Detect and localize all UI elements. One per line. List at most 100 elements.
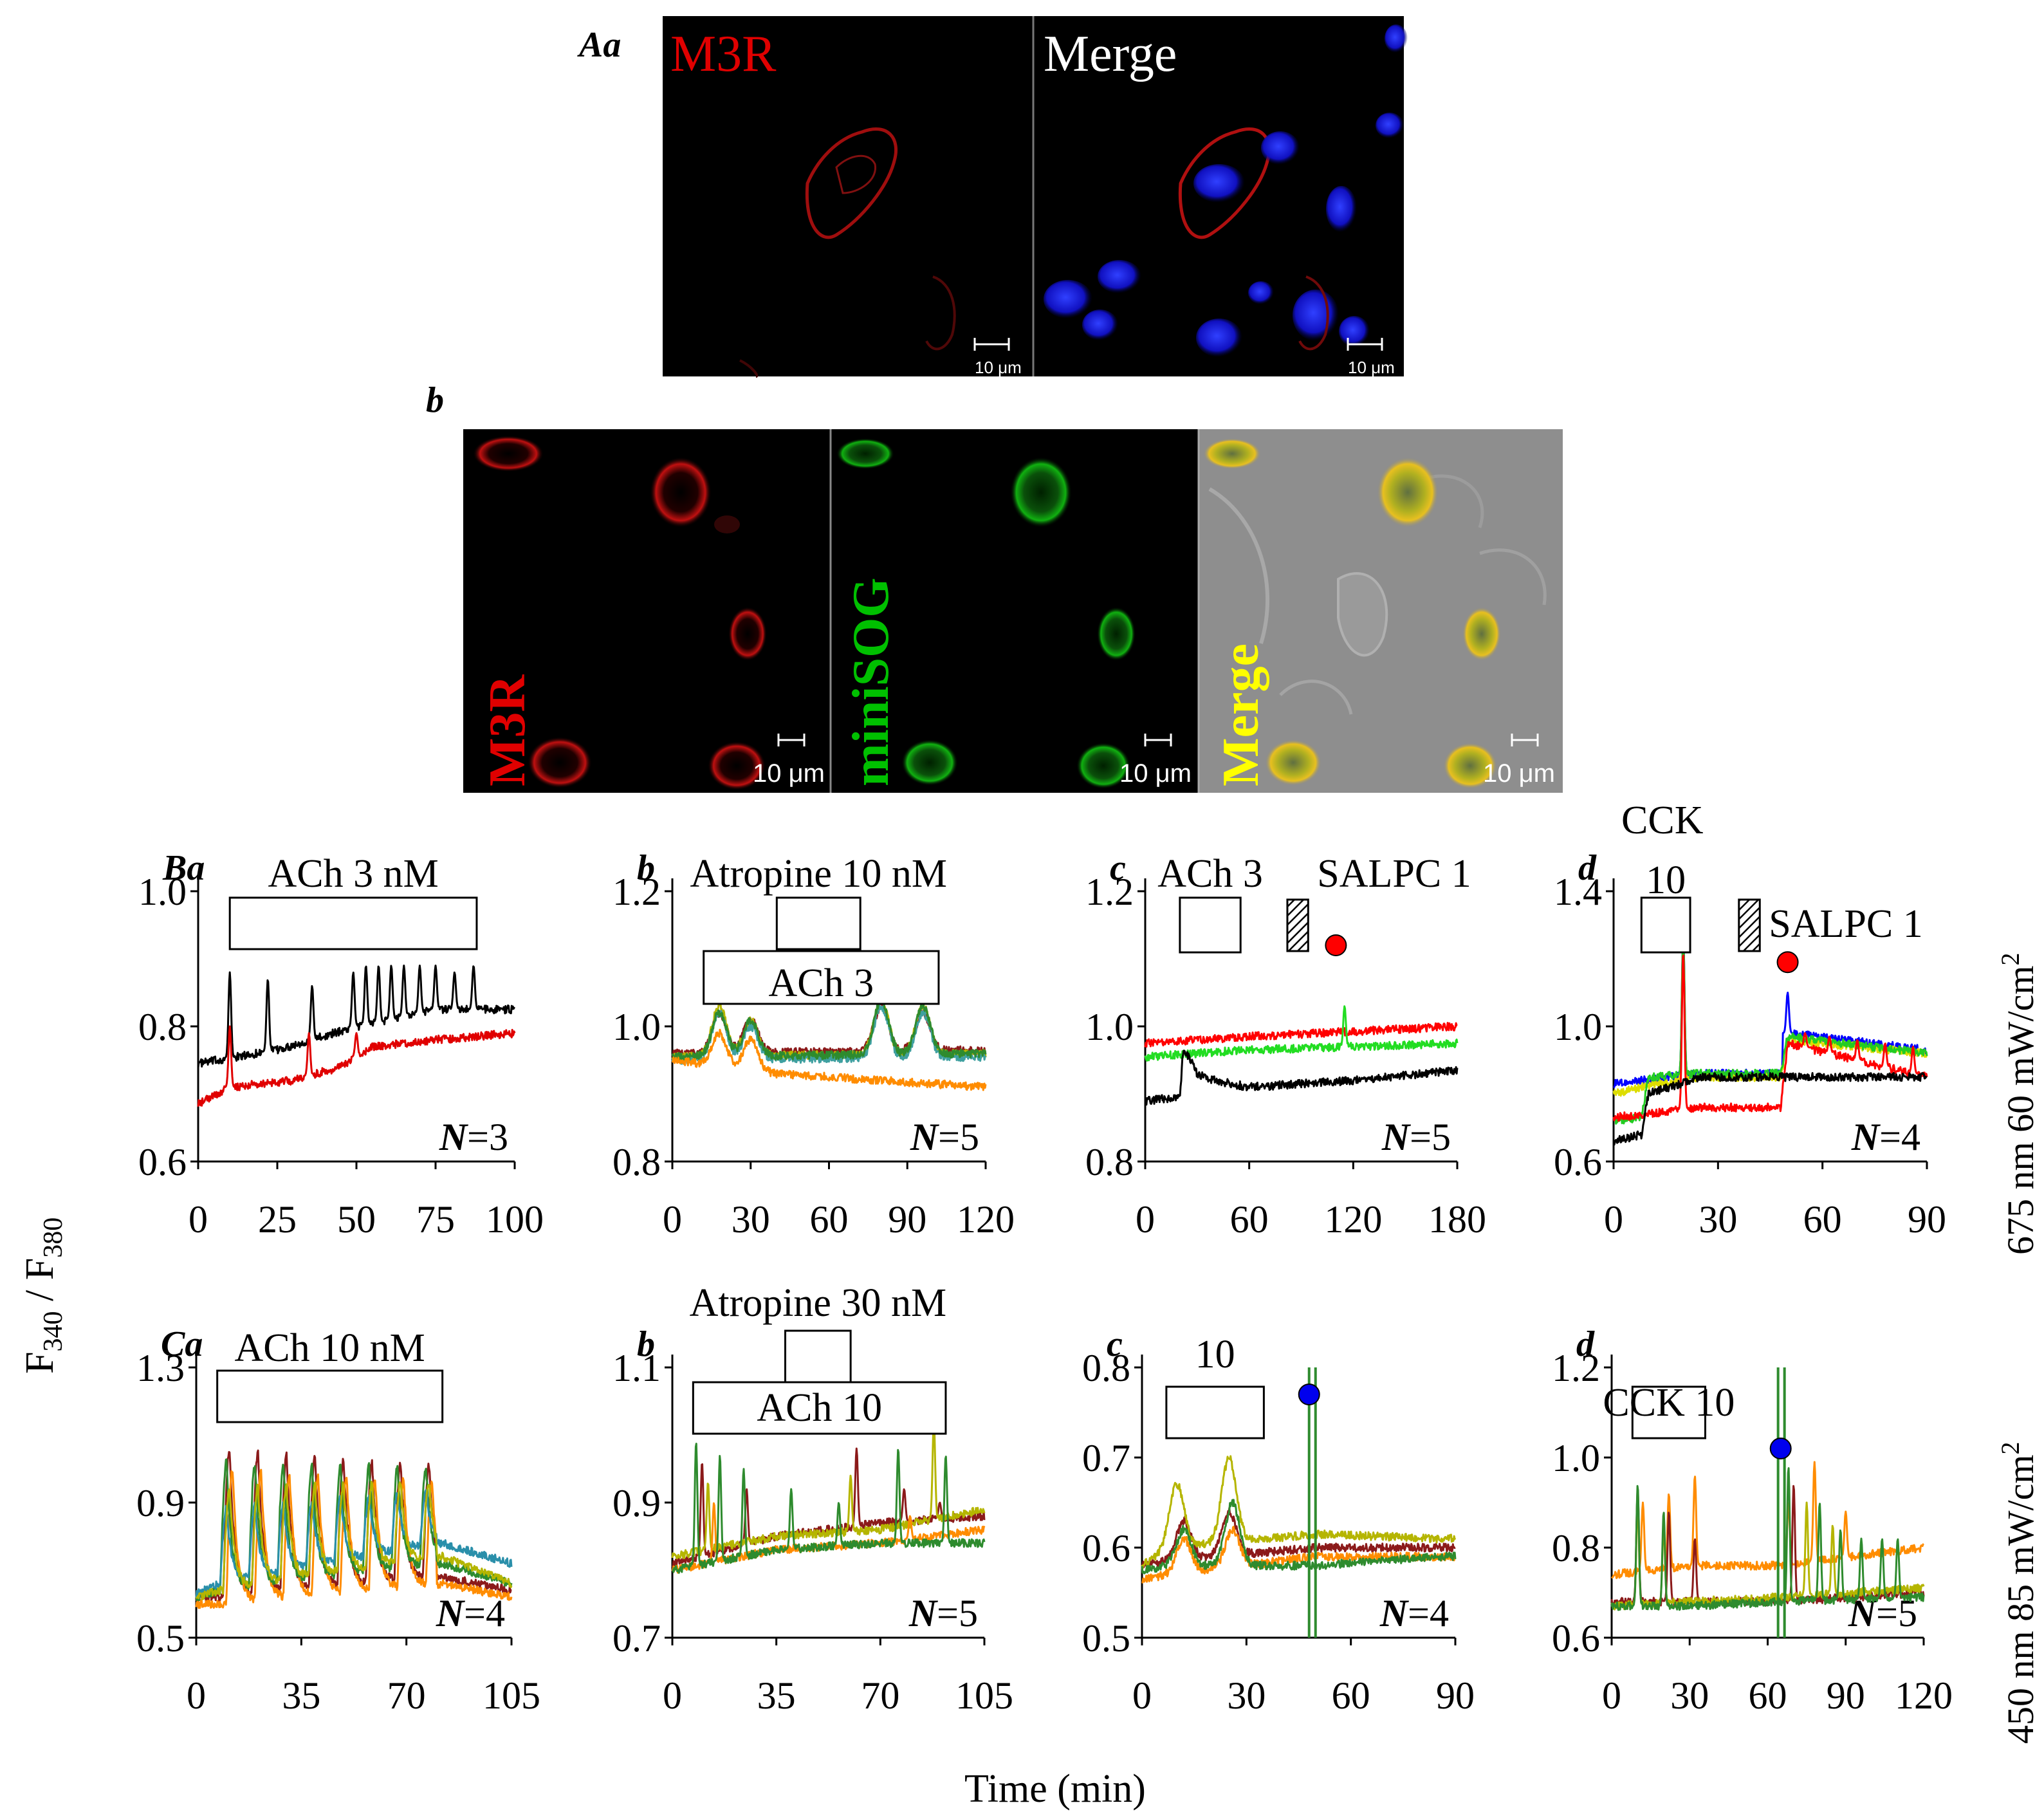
- chart-Bc: 0.8 1.0 1.2 0 60 120 180 c N=5 ACh 3 SALPC 1: [1085, 848, 1486, 1241]
- trace-series: [671, 995, 987, 1062]
- micrograph-a-m3r: 10 μm M3R: [663, 16, 1033, 378]
- y-tick-label: 0.9: [136, 1482, 185, 1524]
- panel-label-Ba: Ba: [162, 848, 205, 888]
- y-tick-label: 0.8: [1085, 1141, 1134, 1183]
- chart-Ba: 0.6 0.8 1.0 0 25 50 75 100 Ba N=3 ACh 3 nM: [138, 848, 544, 1241]
- x-tick-label: 0: [187, 1674, 206, 1717]
- stimulus-bar: [703, 950, 940, 1005]
- x-tick-label: 30: [1699, 1198, 1737, 1241]
- x-tick-label: 180: [1428, 1198, 1486, 1241]
- x-tick-label: 0: [663, 1674, 682, 1717]
- trace-series: [672, 1443, 986, 1574]
- x-tick-label: 105: [483, 1674, 540, 1717]
- image-row-a: Aa 10 μm M3R: [577, 16, 1408, 378]
- stimulus-label: CCK 10: [1603, 1381, 1735, 1425]
- x-tick-label: 90: [1827, 1674, 1865, 1717]
- trace-series: [1144, 1022, 1458, 1048]
- x-tick-label: 120: [1324, 1198, 1382, 1241]
- stimulus-bar: [692, 1381, 947, 1435]
- trace-series: [1610, 1467, 1925, 1611]
- image-row-b: b 10 μm M3R 10 μm m: [426, 380, 1563, 793]
- light-exposure-dot: [1325, 934, 1347, 956]
- scale-bar-label: 10 μm: [1119, 759, 1192, 788]
- stimulus-label: ACh 3 nM: [268, 852, 438, 896]
- stimulus-label: ACh 3: [769, 961, 874, 1005]
- x-tick-label: 30: [1227, 1674, 1266, 1717]
- stimulus-bar: [1640, 896, 1691, 954]
- x-tick-label: 30: [732, 1198, 770, 1241]
- panel-label-Bb: b: [637, 848, 655, 888]
- trace-series: [197, 1025, 516, 1107]
- agonist-label: CCK: [1621, 799, 1704, 842]
- x-tick-label: 90: [1436, 1674, 1475, 1717]
- trace-series: [195, 1489, 513, 1598]
- y-tick-label: 0.5: [1082, 1617, 1130, 1660]
- stimulus-bar: [1165, 1385, 1265, 1439]
- micrograph-b-merge: 10 μm Merge: [1197, 429, 1563, 793]
- panel-label-Bc: c: [1110, 848, 1126, 888]
- stimulus-bar: [216, 1369, 444, 1423]
- y-tick-label: 0.6: [138, 1141, 187, 1183]
- x-tick-label: 90: [1908, 1198, 1946, 1241]
- chart-Bb: 0.8 1.0 1.2 0 30 60 90 120 b N=5 Atropine 10 nM ACh…: [612, 848, 1015, 1241]
- panel-label-aa: Aa: [577, 25, 621, 65]
- x-axis-label: Time (min): [964, 1767, 1146, 1811]
- panel-label-Ca: Ca: [161, 1324, 203, 1364]
- x-tick-label: 60: [1230, 1198, 1269, 1241]
- y-tick-label: 0.6: [1082, 1527, 1130, 1569]
- y-tick-label: 1.2: [612, 871, 661, 913]
- x-tick-label: 70: [387, 1674, 426, 1717]
- trace-series: [671, 1421, 986, 1560]
- x-tick-label: 35: [282, 1674, 320, 1717]
- n-label: N=4: [1379, 1592, 1449, 1634]
- n-label: N=5: [910, 1116, 979, 1158]
- n-label: N=5: [1381, 1116, 1451, 1158]
- trace-series: [1141, 1499, 1457, 1575]
- chart-Cb: 0.7 0.9 1.1 0 35 70 105 b N=5 Atropine 30 nM ACh 1…: [612, 1281, 1013, 1717]
- trace-series: [1145, 1050, 1459, 1106]
- micrograph-label-merge: Merge: [1044, 26, 1177, 82]
- y-axis-label: F340 / F380: [18, 1217, 68, 1374]
- stimulus-label: ACh 10: [757, 1386, 882, 1430]
- micrograph-b-minisog: 10 μm miniSOG: [829, 429, 1198, 793]
- trace-series: [1141, 1455, 1457, 1570]
- y-tick-label: 1.3: [136, 1347, 185, 1389]
- chart-Ca: 0.5 0.9 1.3 0 35 70 105 Ca N=4 ACh 10 nM: [136, 1324, 540, 1717]
- y-tick-label: 1.0: [138, 871, 187, 913]
- x-tick-label: 60: [1803, 1198, 1842, 1241]
- trace-series: [1612, 937, 1928, 1125]
- stimulus-label: 10: [1195, 1333, 1235, 1376]
- y-tick-label: 0.6: [1552, 1617, 1600, 1660]
- x-tick-label: 30: [1670, 1674, 1709, 1717]
- micrograph-label-merge: Merge: [1213, 643, 1269, 786]
- y-tick-label: 0.8: [1082, 1347, 1130, 1389]
- micrograph-label-m3r: M3R: [670, 26, 777, 82]
- panel-label-Cb: b: [637, 1324, 655, 1364]
- y-tick-label: 0.8: [612, 1141, 661, 1183]
- x-tick-label: 0: [1604, 1198, 1623, 1241]
- y-tick-label: 1.1: [612, 1347, 661, 1389]
- x-tick-label: 0: [1132, 1674, 1152, 1717]
- x-tick-label: 90: [888, 1198, 926, 1241]
- stimulus-bar: [775, 896, 861, 950]
- chart-Bd: 0.6 1.0 1.4 0 30 60 90 d N=4 CCK 10 SALPC 1: [1554, 799, 1946, 1241]
- y-tick-label: 1.2: [1552, 1347, 1600, 1389]
- micrograph-b-m3r: 10 μm M3R: [463, 429, 830, 793]
- stimulus-label: ACh 3: [1157, 852, 1263, 896]
- panel-label-Bd: d: [1578, 848, 1597, 888]
- n-label: N=4: [1851, 1116, 1920, 1158]
- x-tick-label: 0: [1136, 1198, 1155, 1241]
- photosensitizer-label: SALPC 1: [1317, 852, 1471, 896]
- y-tick-label: 1.0: [1552, 1437, 1600, 1479]
- stimulus-bar: [1631, 1385, 1706, 1439]
- n-label: N=5: [908, 1592, 978, 1634]
- trace-series: [1613, 1072, 1928, 1146]
- y-tick-label: 0.7: [1082, 1437, 1130, 1479]
- x-tick-label: 0: [189, 1198, 208, 1241]
- y-tick-label: 1.0: [612, 1006, 661, 1048]
- x-tick-label: 35: [757, 1674, 796, 1717]
- trace-series: [1144, 1005, 1459, 1062]
- chart-Cc: 0.5 0.6 0.7 0.8 0 30 60 90 c N=4 10: [1082, 1324, 1475, 1717]
